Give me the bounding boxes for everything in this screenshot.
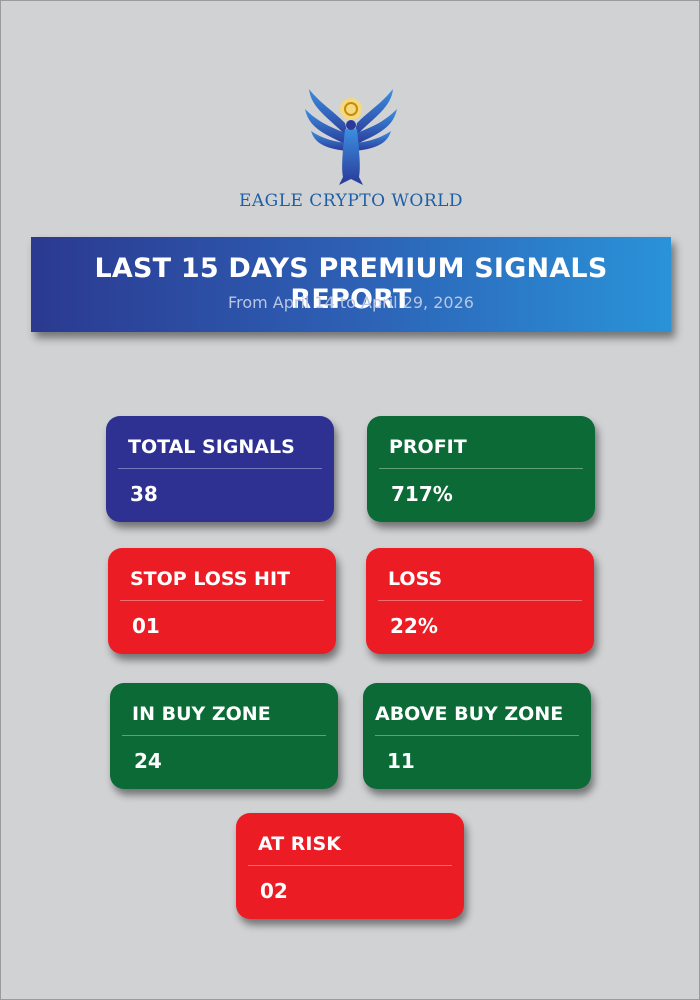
card-value: 02 [260, 879, 288, 903]
card-value: 717% [391, 482, 453, 506]
card-label: AT RISK [258, 833, 341, 855]
card-label: PROFIT [389, 436, 467, 458]
card-label: LOSS [388, 568, 443, 590]
card-value: 11 [387, 749, 415, 773]
card-label: IN BUY ZONE [132, 703, 271, 725]
card-value: 24 [134, 749, 162, 773]
stat-card: ABOVE BUY ZONE 11 [363, 683, 591, 789]
logo [305, 89, 397, 185]
card-label: ABOVE BUY ZONE [375, 703, 564, 725]
stat-card: LOSS 22% [366, 548, 594, 654]
card-label: STOP LOSS HIT [130, 568, 290, 590]
stat-card: TOTAL SIGNALS 38 [106, 416, 334, 522]
brand-name: EAGLE CRYPTO WORLD [238, 191, 464, 211]
card-value: 38 [130, 482, 158, 506]
stat-card: STOP LOSS HIT 01 [108, 548, 336, 654]
stat-card: IN BUY ZONE 24 [110, 683, 338, 789]
card-value: 01 [132, 614, 160, 638]
stat-card: AT RISK 02 [236, 813, 464, 919]
card-label: TOTAL SIGNALS [128, 436, 295, 458]
stat-card: PROFIT 717% [367, 416, 595, 522]
banner-subtitle: From April 14 to April 29, 2026 [228, 293, 474, 312]
card-value: 22% [390, 614, 438, 638]
banner-title: LAST 15 DAYS PREMIUM SIGNALS REPORT [94, 253, 608, 315]
banner: LAST 15 DAYS PREMIUM SIGNALS REPORT From… [31, 237, 671, 332]
